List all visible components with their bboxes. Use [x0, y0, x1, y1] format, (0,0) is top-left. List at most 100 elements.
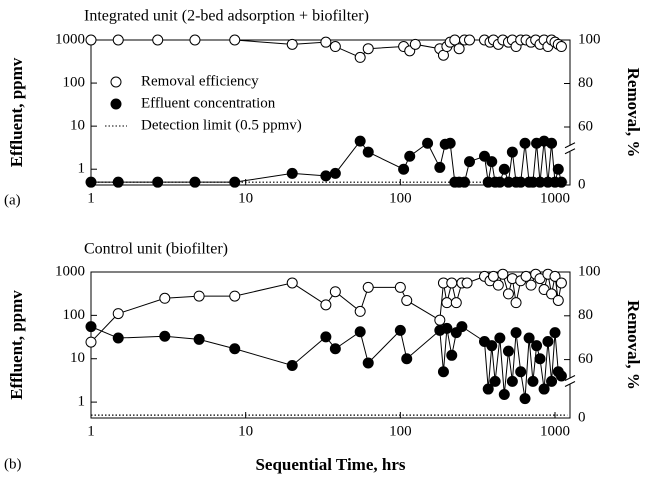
y-tick-label: 1	[78, 394, 86, 410]
data-point	[422, 137, 434, 149]
data-point	[354, 135, 366, 147]
axis-break	[564, 142, 576, 149]
plot-frame	[90, 39, 571, 186]
data-point	[85, 336, 97, 348]
chart-title: Integrated unit (2-bed adsorption + biof…	[84, 8, 369, 25]
data-point	[354, 51, 366, 63]
data-point	[362, 357, 374, 369]
y-tick-label: 100	[63, 307, 86, 323]
data-point	[159, 292, 171, 304]
data-point	[498, 163, 510, 175]
data-point	[459, 176, 471, 188]
y-tick-label: 10	[70, 118, 85, 134]
data-point	[329, 41, 341, 53]
y2-tick-label: 60	[578, 351, 593, 367]
data-point	[362, 43, 374, 55]
data-point	[394, 281, 406, 293]
data-point	[329, 343, 341, 355]
data-point	[492, 279, 504, 291]
data-point	[437, 366, 449, 378]
data-point	[519, 137, 531, 149]
data-point	[193, 290, 205, 302]
y-tick-label: 1000	[55, 31, 85, 47]
data-point	[453, 43, 465, 55]
data-point	[546, 375, 558, 387]
data-point	[286, 359, 298, 371]
data-point	[404, 150, 416, 162]
data-point	[486, 340, 498, 352]
data-point	[482, 383, 494, 395]
y2-tick-label: 0	[578, 409, 586, 425]
data-point	[85, 321, 97, 333]
axis-break-gap	[567, 378, 573, 385]
legend-label: Effluent concentration	[141, 95, 276, 111]
data-point	[112, 176, 124, 188]
data-point	[398, 163, 410, 175]
legend-swatch	[110, 76, 122, 88]
y2-tick-label: 80	[578, 307, 593, 323]
data-point	[362, 146, 374, 158]
data-point	[510, 297, 522, 309]
data-point	[112, 308, 124, 320]
data-point	[112, 332, 124, 344]
data-point	[320, 331, 332, 343]
data-point	[362, 281, 374, 293]
data-point	[189, 176, 201, 188]
data-point	[519, 393, 531, 405]
data-point	[152, 176, 164, 188]
data-point	[498, 388, 510, 400]
x-tick-label: 1	[87, 423, 95, 439]
data-point	[542, 335, 554, 347]
data-point	[546, 288, 558, 300]
x-tick-label: 1	[87, 190, 95, 206]
data-point	[486, 156, 498, 168]
data-point	[527, 375, 539, 387]
y-tick-label: 10	[70, 350, 85, 366]
data-point	[434, 161, 446, 173]
data-point	[286, 38, 298, 50]
data-point	[286, 277, 298, 289]
data-point	[538, 383, 550, 395]
data-point	[401, 294, 413, 306]
data-point	[555, 41, 567, 53]
data-point	[478, 150, 490, 162]
data-point	[329, 286, 341, 298]
data-point	[409, 38, 421, 50]
data-point	[85, 176, 97, 188]
data-point	[555, 176, 567, 188]
y-axis-label: Effluent, ppmv	[7, 290, 26, 400]
panel-label: (a)	[4, 192, 21, 208]
data-point	[286, 167, 298, 179]
data-point	[446, 277, 458, 289]
y2-tick-label: 100	[578, 31, 601, 47]
data-point	[152, 34, 164, 46]
data-point	[441, 322, 453, 334]
data-point	[229, 176, 241, 188]
data-point	[320, 170, 332, 182]
data-point	[461, 277, 473, 289]
data-point	[229, 290, 241, 302]
data-point	[549, 270, 561, 282]
data-point	[497, 268, 509, 280]
data-point	[502, 345, 514, 357]
data-point	[494, 332, 506, 344]
data-point	[464, 34, 476, 46]
data-point	[552, 163, 564, 175]
data-point	[506, 146, 518, 158]
legend-swatch	[110, 98, 122, 110]
y-axis-label: Effluent, ppmv	[7, 57, 26, 167]
data-point	[320, 36, 332, 48]
data-point	[531, 340, 543, 352]
x-tick-label: 10	[238, 423, 253, 439]
data-point	[464, 156, 476, 168]
legend-label: Detection limit (0.5 ppmv)	[141, 117, 302, 133]
x-tick-label: 1000	[540, 423, 570, 439]
x-axis-label: Sequential Time, hrs	[255, 455, 405, 474]
data-point	[506, 375, 518, 387]
data-point	[510, 327, 522, 339]
y-tick-label: 1000	[55, 263, 85, 279]
data-point	[229, 34, 241, 46]
y2-axis-label: Removal, %	[624, 300, 643, 390]
data-point	[534, 353, 546, 365]
